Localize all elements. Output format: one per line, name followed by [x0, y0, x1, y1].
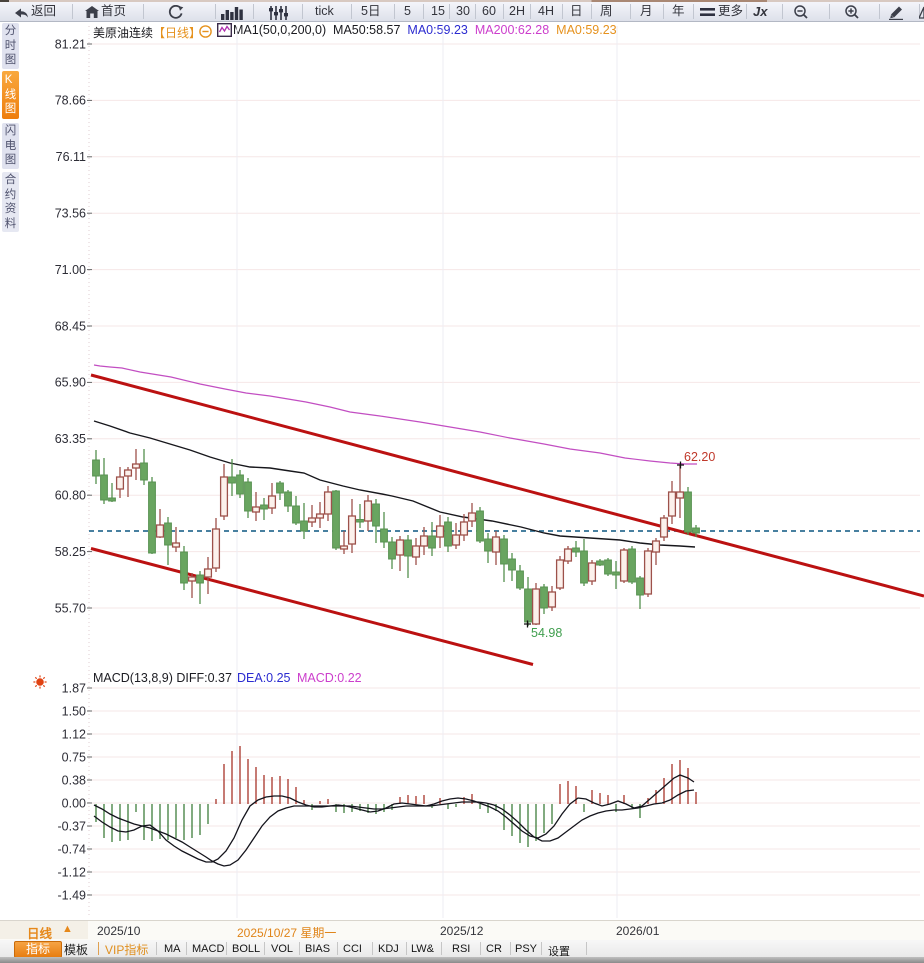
svg-text:65.90: 65.90	[55, 376, 86, 390]
svg-text:62.20: 62.20	[684, 450, 715, 464]
svg-text:78.66: 78.66	[55, 94, 86, 108]
svg-text:68.45: 68.45	[55, 319, 86, 333]
svg-text:58.25: 58.25	[55, 545, 86, 559]
svg-text:-1.12: -1.12	[58, 865, 87, 879]
svg-text:55.70: 55.70	[55, 601, 86, 615]
svg-text:MACD(13,8,9) DIFF:0.37: MACD(13,8,9) DIFF:0.37	[93, 671, 232, 685]
svg-text:1.87: 1.87	[62, 681, 86, 695]
svg-text:0.75: 0.75	[62, 750, 86, 764]
svg-text:63.35: 63.35	[55, 432, 86, 446]
svg-text:54.98: 54.98	[531, 626, 562, 640]
svg-text:73.56: 73.56	[55, 207, 86, 221]
svg-text:0.38: 0.38	[62, 773, 86, 787]
svg-text:-0.74: -0.74	[58, 842, 87, 856]
svg-text:0.00: 0.00	[62, 796, 86, 810]
svg-text:1.50: 1.50	[62, 704, 86, 718]
svg-text:71.00: 71.00	[55, 263, 86, 277]
svg-text:60.80: 60.80	[55, 489, 86, 503]
svg-text:-1.49: -1.49	[58, 888, 87, 902]
svg-text:1.12: 1.12	[62, 727, 86, 741]
svg-text:DEA:0.25: DEA:0.25	[237, 671, 291, 685]
svg-text:-0.37: -0.37	[58, 819, 87, 833]
svg-text:76.11: 76.11	[56, 150, 86, 164]
svg-text:MACD:0.22: MACD:0.22	[297, 671, 362, 685]
svg-text:81.21: 81.21	[55, 37, 86, 51]
